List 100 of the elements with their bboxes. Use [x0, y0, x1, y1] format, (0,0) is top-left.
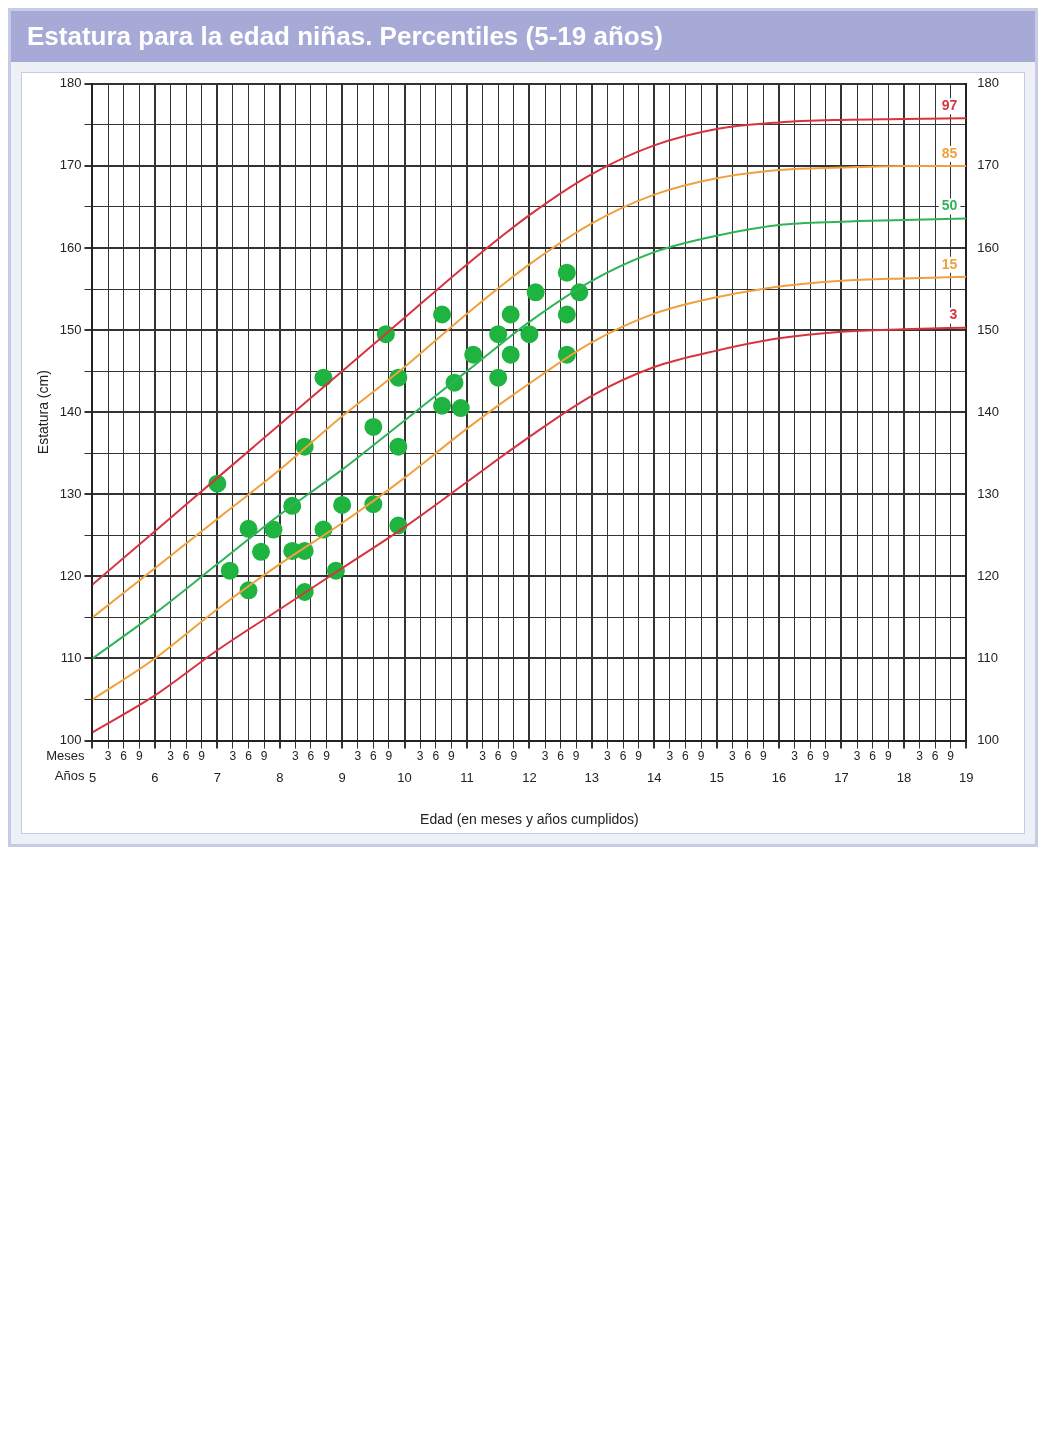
text: 9 [260, 748, 268, 763]
series-label: 85 [941, 144, 958, 161]
text: 9 [572, 748, 580, 763]
point [433, 396, 452, 415]
y2-tick-label: 170 [977, 157, 1000, 173]
series-label: 3 [949, 306, 958, 323]
x-tick-label: 5 [88, 769, 97, 785]
y-tick-label: 100 [59, 732, 82, 748]
y2-tick-label: 130 [977, 485, 1000, 501]
x-tick-label: 7 [213, 769, 221, 785]
x-tick-label: 12 [522, 769, 537, 785]
text: 9 [323, 748, 331, 763]
x-tick-label: 9 [338, 769, 346, 785]
x-tick-label: 8 [276, 769, 284, 785]
chart-title: Estatura para la edad niñas. Percentiles (5-19 años) [11, 11, 1035, 62]
text: 6 [245, 748, 253, 763]
y-tick-label: 120 [59, 567, 82, 583]
point [252, 542, 271, 561]
text: 9 [760, 748, 768, 763]
text: 3 [541, 748, 549, 763]
text: 6 [744, 748, 752, 763]
x-axis-title: Edad (en meses y años cumplidos) [420, 811, 639, 828]
text: 3 [292, 748, 299, 763]
x-tick-label: 16 [771, 769, 787, 785]
text: 3 [666, 748, 674, 763]
y2-tick-label: 120 [977, 567, 1000, 583]
series-label: 97 [941, 97, 958, 114]
text: 9 [448, 748, 456, 763]
series-label: 50 [941, 197, 958, 214]
text: 6 [432, 748, 440, 763]
x-tick-label: 17 [834, 769, 849, 785]
y-tick-label: 170 [59, 157, 82, 173]
text: 9 [385, 748, 393, 763]
point [333, 495, 352, 514]
x-tick-label: 13 [584, 769, 600, 785]
y2-tick-label: 160 [977, 239, 1000, 255]
point [433, 305, 452, 324]
text: 9 [947, 748, 955, 763]
text: 6 [806, 748, 814, 763]
point [489, 368, 508, 387]
text: 3 [853, 748, 861, 763]
point [314, 368, 333, 387]
x-tick-label: 6 [151, 769, 159, 785]
text: 3 [167, 748, 175, 763]
point [451, 399, 470, 418]
text: 9 [198, 748, 206, 763]
y-axis-title: Estatura (cm) [35, 370, 52, 455]
text: 6 [869, 748, 877, 763]
text: 9 [884, 748, 892, 763]
y-tick-label: 130 [59, 485, 82, 501]
y-tick-label: 110 [60, 650, 82, 666]
text: 6 [307, 748, 315, 763]
text: 9 [635, 748, 643, 763]
text: 6 [370, 748, 378, 763]
text: 3 [604, 748, 612, 763]
text: 3 [791, 748, 799, 763]
text: 9 [135, 748, 143, 763]
point [501, 305, 520, 324]
point [526, 283, 545, 302]
point [501, 345, 520, 364]
point [557, 305, 576, 324]
text: 6 [682, 748, 690, 763]
x-tick-label: 11 [460, 769, 474, 785]
text: Años [54, 768, 85, 784]
text: 6 [182, 748, 190, 763]
point [239, 519, 258, 538]
text: 9 [510, 748, 518, 763]
y2-tick-label: 110 [977, 650, 999, 666]
text: 6 [120, 748, 128, 763]
text: 3 [916, 748, 924, 763]
text: 9 [697, 748, 705, 763]
y2-tick-label: 140 [977, 403, 1000, 419]
y2-tick-label: 100 [977, 732, 1000, 748]
text: 3 [354, 748, 362, 763]
text: 3 [229, 748, 237, 763]
text: 3 [104, 748, 112, 763]
point [220, 561, 239, 580]
y-tick-label: 150 [59, 321, 82, 337]
point [389, 437, 408, 456]
text: 9 [822, 748, 830, 763]
y-tick-label: 160 [59, 239, 82, 255]
y-tick-label: 180 [59, 75, 82, 91]
point [464, 345, 483, 364]
series-label: 15 [941, 255, 958, 272]
x-tick-label: 18 [896, 769, 912, 785]
x-tick-label: 19 [959, 769, 974, 785]
x-tick-label: 14 [647, 769, 662, 785]
point [520, 325, 539, 344]
x-tick-label: 10 [397, 769, 412, 785]
point [264, 520, 283, 539]
text: 6 [557, 748, 565, 763]
x-tick-label: 15 [709, 769, 724, 785]
text: 3 [479, 748, 487, 763]
y2-tick-label: 180 [977, 75, 1000, 91]
point [489, 325, 508, 344]
point [557, 263, 576, 282]
text: 6 [931, 748, 939, 763]
y-tick-label: 140 [59, 403, 82, 419]
text: 6 [619, 748, 627, 763]
text: Meses [46, 748, 85, 764]
